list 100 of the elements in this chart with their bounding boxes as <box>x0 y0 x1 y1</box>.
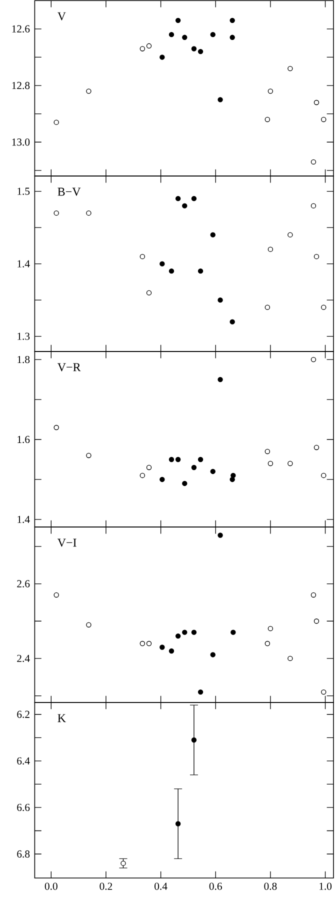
point <box>217 532 223 538</box>
x-tick-label: 0.4 <box>154 882 168 890</box>
point <box>320 689 326 695</box>
annotation: K <box>58 714 66 722</box>
y-tick-label: 1.6 <box>17 436 30 444</box>
point <box>146 464 152 470</box>
point <box>230 472 236 478</box>
point <box>198 268 203 274</box>
point <box>310 356 316 362</box>
y-tick-label: 1.4 <box>17 516 30 524</box>
point <box>320 472 326 478</box>
y-tick-label: 6.8 <box>16 850 30 858</box>
point <box>159 54 165 60</box>
point <box>217 97 223 102</box>
point <box>268 88 273 94</box>
x-tick-label: 0.6 <box>209 882 222 890</box>
point <box>146 640 152 646</box>
point <box>86 452 92 458</box>
point <box>314 444 319 450</box>
point <box>175 633 180 639</box>
annotation: V−I <box>57 538 76 547</box>
x-tick-label: 1.0 <box>319 882 332 890</box>
y-tick-label: 1.4 <box>17 260 30 268</box>
point <box>287 232 293 238</box>
y-tick-label: 1.8 <box>17 356 30 364</box>
point <box>198 456 203 462</box>
point <box>191 196 196 202</box>
y-tick-label: 13.0 <box>12 138 30 146</box>
point <box>268 460 273 466</box>
y-tick-label: 12.8 <box>12 82 30 90</box>
point <box>287 656 293 662</box>
point <box>191 464 196 470</box>
point <box>287 460 293 466</box>
point <box>217 297 223 303</box>
point <box>230 319 235 324</box>
point <box>140 472 145 478</box>
point <box>175 196 180 202</box>
point <box>264 304 270 310</box>
point <box>54 120 59 125</box>
point <box>54 592 59 598</box>
point <box>182 203 188 208</box>
point <box>191 46 196 52</box>
point <box>86 622 92 628</box>
y-tick-label: 2.4 <box>16 654 30 662</box>
point <box>191 630 196 635</box>
point <box>140 254 145 260</box>
point <box>191 737 196 743</box>
annotation: V <box>57 12 66 20</box>
point <box>168 648 174 654</box>
point <box>314 100 319 106</box>
point <box>168 32 174 38</box>
y-tick-label: 1.3 <box>17 332 30 340</box>
point <box>287 66 293 72</box>
point <box>140 640 145 646</box>
point <box>310 203 316 208</box>
point <box>159 261 165 266</box>
annotation: V−R <box>57 363 81 372</box>
y-tick-label: 6.4 <box>16 757 30 765</box>
point <box>268 626 273 632</box>
point <box>86 88 92 94</box>
y-tick-label: 6.6 <box>16 804 30 812</box>
y-tick-label: 1.5 <box>17 188 30 195</box>
annotation: B−V <box>58 188 80 196</box>
point <box>140 46 145 52</box>
point <box>159 476 165 482</box>
point <box>210 232 216 238</box>
point <box>264 116 270 122</box>
point <box>230 630 236 635</box>
point <box>168 268 174 274</box>
y-tick-label: 6.2 <box>16 710 30 718</box>
point <box>198 689 203 695</box>
point <box>310 159 316 165</box>
point <box>159 644 165 650</box>
point <box>230 34 235 40</box>
point <box>182 34 188 40</box>
point <box>320 304 326 310</box>
point <box>182 480 188 486</box>
point <box>198 48 203 54</box>
point <box>320 116 326 122</box>
y-tick-label: 2.6 <box>16 580 30 588</box>
y-tick-label: 12.6 <box>12 25 30 33</box>
point <box>217 376 223 382</box>
point <box>210 652 216 658</box>
point <box>146 290 152 296</box>
point <box>175 821 180 826</box>
x-tick-label: 0.8 <box>264 882 277 890</box>
point <box>314 618 319 624</box>
point <box>210 468 216 474</box>
point <box>182 630 188 635</box>
point <box>168 456 174 462</box>
point <box>310 592 316 598</box>
point <box>146 43 152 49</box>
point <box>54 210 59 216</box>
point <box>230 18 235 24</box>
point <box>175 456 180 462</box>
x-tick-label: 0.2 <box>100 882 112 890</box>
point <box>86 210 92 216</box>
point <box>264 640 270 646</box>
point <box>54 424 59 430</box>
point <box>264 448 270 454</box>
